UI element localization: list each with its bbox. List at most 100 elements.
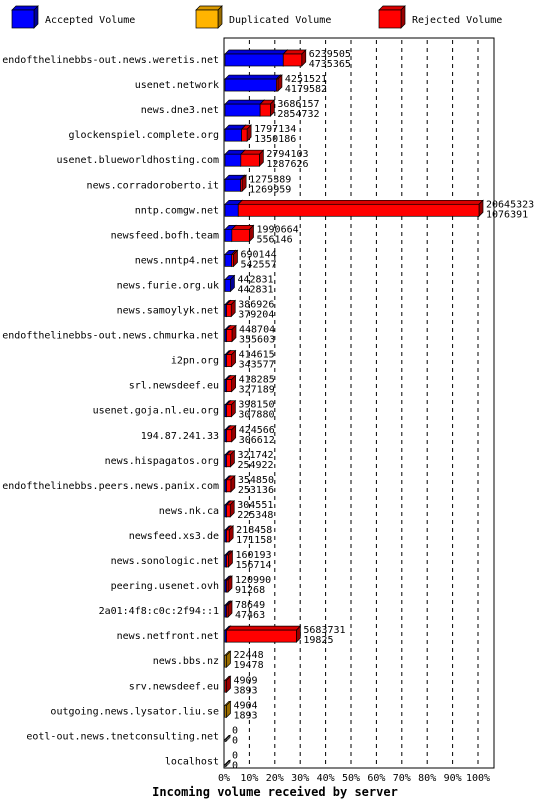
total-value-label: 160193 <box>235 550 271 561</box>
accepted-value-label: 542557 <box>240 259 276 270</box>
category-label: endofthelinebbs-out.news.chmurka.net <box>2 331 219 342</box>
accepted-value-label: 91268 <box>235 585 265 596</box>
total-value-label: 3686157 <box>277 99 319 110</box>
legend-label: Duplicated Volume <box>229 15 331 26</box>
category-label: peering.usenet.ovh <box>111 581 219 592</box>
accepted-bar <box>224 99 265 117</box>
category-label: usenet.network <box>135 80 219 91</box>
rejected-bar <box>259 99 276 117</box>
accepted-value-label: 1076391 <box>486 209 528 220</box>
accepted-value-label: 0 <box>232 735 238 746</box>
rejected-bar <box>225 449 236 468</box>
category-label: news.netfront.net <box>117 631 219 642</box>
x-tick-label: 90% <box>444 773 462 784</box>
rejected-bar <box>230 224 255 243</box>
category-label: usenet.blueworldhosting.com <box>56 155 219 166</box>
category-label: news.samoylyk.net <box>117 306 219 317</box>
legend-label: Rejected Volume <box>412 15 502 26</box>
category-label: eotl-out.news.tnetconsulting.net <box>26 731 219 742</box>
total-value-label: 354850 <box>238 475 274 486</box>
total-value-label: 398150 <box>238 400 274 411</box>
rejected-bar <box>225 324 237 343</box>
rejected-bar <box>275 74 283 92</box>
empty-bar <box>224 759 231 768</box>
rejected-bar <box>282 49 307 67</box>
rejected-bar <box>225 399 237 418</box>
accepted-bar <box>224 49 289 67</box>
x-tick-label: 80% <box>418 773 436 784</box>
rejected-bar <box>225 625 302 643</box>
total-value-label: 22448 <box>234 650 264 661</box>
category-label: srl.newsdeef.eu <box>129 381 219 392</box>
total-value-label: 1990664 <box>256 224 298 235</box>
duplicated-bar <box>224 700 232 719</box>
rejected-bar <box>240 124 252 142</box>
legend-swatch <box>378 5 406 29</box>
total-value-label: 414615 <box>239 350 275 361</box>
accepted-value-label: 156714 <box>235 560 271 571</box>
x-axis-label: Incoming volume received by server <box>152 785 398 799</box>
total-value-label: 1797134 <box>254 124 296 135</box>
rejected-bar <box>225 550 234 568</box>
accepted-value-label: 0 <box>232 760 238 771</box>
accepted-value-label: 306612 <box>239 435 275 446</box>
total-value-label: 386926 <box>238 300 274 311</box>
category-label: news.nntp4.net <box>135 255 219 266</box>
total-value-label: 20645323 <box>486 199 534 210</box>
x-tick-label: 30% <box>291 773 309 784</box>
category-label: i2pn.org <box>171 356 219 367</box>
total-value-label: 304551 <box>237 500 273 511</box>
category-label: endofthelinebbs-out.news.weretis.net <box>2 55 219 66</box>
category-label: newsfeed.xs3.de <box>129 531 219 542</box>
category-label: glockenspiel.complete.org <box>68 130 219 141</box>
accepted-bar <box>224 274 236 293</box>
accepted-value-label: 1350186 <box>254 134 296 145</box>
category-label: 2a01:4f8:c0c:2f94::1 <box>99 606 219 617</box>
accepted-value-label: 556146 <box>256 234 292 245</box>
total-value-label: 218458 <box>236 525 272 536</box>
accepted-value-label: 253136 <box>238 485 274 496</box>
total-value-label: 6239505 <box>309 49 351 60</box>
total-value-label: 418285 <box>239 375 275 386</box>
x-tick-label: 10% <box>240 773 258 784</box>
rejected-bar <box>225 424 237 443</box>
category-label: usenet.goja.nl.eu.org <box>93 406 219 417</box>
category-label: srv.newsdeef.eu <box>129 681 219 692</box>
accepted-value-label: 225348 <box>237 510 273 521</box>
total-value-label: 690144 <box>240 249 276 260</box>
total-value-label: 321742 <box>237 450 273 461</box>
category-label: 194.87.241.33 <box>141 431 219 442</box>
accepted-value-label: 343577 <box>239 360 275 371</box>
rejected-bar <box>225 575 233 593</box>
rejected-bar <box>230 249 239 268</box>
accepted-value-label: 171158 <box>236 535 272 546</box>
total-value-label: 78649 <box>235 600 265 611</box>
category-label: news.corradoroberto.it <box>87 180 219 191</box>
category-label: endofthelinebbs.peers.news.panix.com <box>2 481 219 492</box>
total-value-label: 448704 <box>239 325 275 336</box>
total-value-label: 424566 <box>239 425 275 436</box>
total-value-label: 120990 <box>235 575 271 586</box>
accepted-value-label: 19478 <box>234 660 264 671</box>
x-tick-labels: 0% 10% 20% 30% 40% 50% 60% 70% 80% 90% 100% <box>218 773 490 784</box>
category-label: outgoing.news.lysator.liu.se <box>50 706 219 717</box>
total-value-label: 1275389 <box>249 174 291 185</box>
accepted-value-label: 327189 <box>239 385 275 396</box>
plot-frame <box>223 37 495 769</box>
empty-bar <box>224 734 231 743</box>
total-value-label: 2794103 <box>266 149 308 160</box>
rejected-bar <box>239 174 247 193</box>
accepted-value-label: 1287626 <box>266 159 308 170</box>
legend: Accepted Volume Duplicated Volume Rejected… <box>11 5 502 29</box>
category-label: localhost <box>165 756 219 767</box>
x-tick-label: 70% <box>393 773 411 784</box>
duplicated-bar <box>224 650 232 669</box>
legend-label: Accepted Volume <box>45 15 135 26</box>
accepted-bar <box>224 74 282 92</box>
total-value-label: 0 <box>232 750 238 761</box>
x-tick-label: 50% <box>342 773 360 784</box>
legend-swatch <box>195 5 223 29</box>
category-labels: endofthelinebbs-out.news.weretis.net usen… <box>2 55 219 767</box>
